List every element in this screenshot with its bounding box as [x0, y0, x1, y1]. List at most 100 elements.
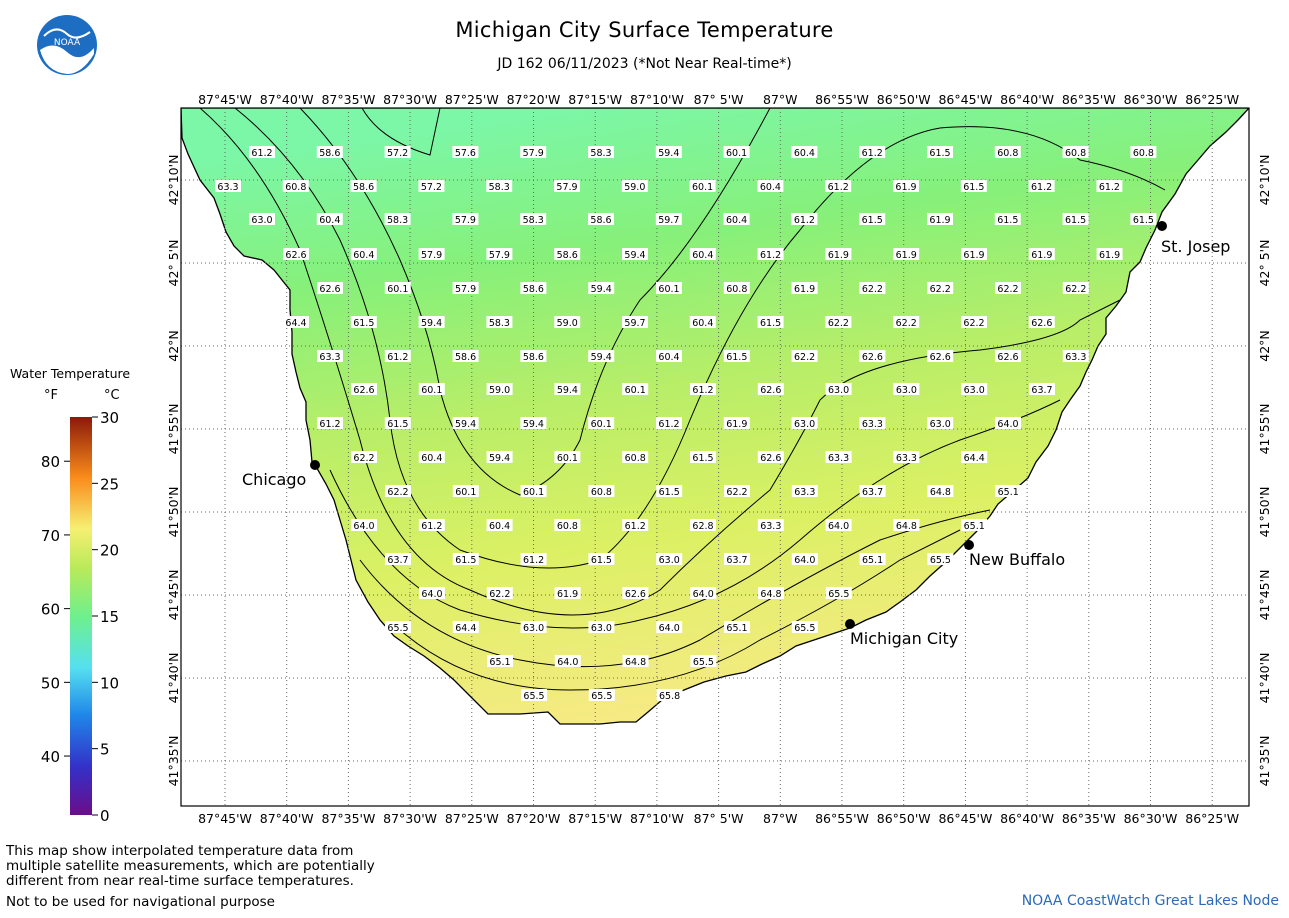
temp-label: 63.0	[591, 623, 612, 634]
temp-label-bg	[622, 248, 648, 260]
footer-line-3: different from near real-time surface te…	[6, 873, 354, 889]
temp-label: 64.4	[285, 318, 306, 329]
temp-label-bg	[757, 316, 784, 328]
temp-label: 61.2	[692, 385, 713, 396]
temp-label-bg	[656, 417, 682, 429]
legend-unit-f: °F	[44, 388, 58, 403]
temp-label: 63.7	[862, 487, 883, 498]
temp-label: 59.4	[658, 148, 679, 159]
temp-label-bg	[893, 180, 919, 192]
temp-label: 61.5	[997, 215, 1018, 226]
temp-label: 62.2	[896, 318, 917, 329]
city-label: Chicago	[242, 470, 306, 489]
temp-label: 65.5	[828, 589, 849, 600]
temp-label-bg	[927, 213, 953, 225]
temp-label: 65.8	[659, 691, 680, 702]
colorbar	[70, 417, 92, 815]
temp-label-bg	[521, 689, 547, 701]
lon-label-top: 87°20'W	[507, 92, 561, 107]
temp-label: 62.2	[862, 284, 883, 295]
map-title: Michigan City Surface Temperature	[455, 18, 834, 42]
temp-label: 63.3	[794, 487, 815, 498]
temp-label: 61.5	[1065, 215, 1086, 226]
temp-label: 64.0	[794, 555, 815, 566]
temp-label-bg	[418, 383, 445, 395]
lat-label-right: 42°10'N	[1257, 155, 1272, 206]
temp-label: 58.3	[523, 215, 544, 226]
temp-label: 62.2	[387, 487, 408, 498]
temp-label: 63.0	[523, 623, 544, 634]
temp-label: 64.8	[760, 589, 781, 600]
lon-label-bottom: 86°40'W	[1000, 811, 1054, 826]
temp-label-bg	[418, 180, 445, 192]
temp-label-bg	[351, 451, 377, 463]
map-subtitle: JD 162 06/11/2023 (*Not Near Real-time*)	[497, 56, 792, 72]
temp-label: 58.3	[590, 148, 611, 159]
temp-label: 63.7	[726, 555, 747, 566]
lon-label-top: 86°55'W	[815, 92, 869, 107]
temp-label: 60.4	[794, 148, 815, 159]
temp-label: 59.4	[557, 385, 578, 396]
temp-label: 61.5	[760, 318, 781, 329]
temp-label-bg	[825, 587, 852, 599]
temp-label: 65.5	[387, 623, 408, 634]
temp-label-bg	[520, 350, 547, 362]
temp-label: 62.2	[489, 589, 510, 600]
temp-label-bg	[588, 146, 614, 158]
temp-label: 60.8	[285, 182, 306, 193]
temp-label-bg	[927, 350, 954, 362]
temp-label: 60.1	[455, 487, 476, 498]
temp-label-bg	[588, 213, 614, 225]
credit-text: NOAA CoastWatch Great Lakes Node	[1021, 893, 1279, 909]
temp-label-bg	[757, 519, 784, 531]
temp-label: 61.2	[523, 555, 544, 566]
temp-label-bg	[995, 350, 1021, 362]
temp-label: 59.4	[591, 352, 612, 363]
colorbar-label-f: 50	[41, 674, 60, 692]
temp-label-bg	[621, 180, 648, 192]
temp-label-bg	[656, 553, 683, 565]
lat-label-right: 42° 5'N	[1257, 240, 1272, 287]
temp-label: 61.9	[828, 250, 849, 261]
lat-label-left: 41°45'N	[166, 570, 181, 621]
temp-label-bg	[690, 587, 717, 599]
temp-label-bg	[825, 383, 852, 395]
temp-label: 63.0	[251, 215, 272, 226]
temp-label-bg	[554, 451, 581, 463]
temp-label: 63.0	[930, 419, 951, 430]
temp-label-bg	[961, 316, 987, 328]
temp-label: 64.4	[964, 453, 985, 464]
temp-label-bg	[690, 655, 717, 667]
temp-label-bg	[1062, 350, 1089, 362]
lat-label-right: 41°50'N	[1257, 487, 1272, 538]
temp-label-bg	[520, 146, 547, 158]
lat-label-left: 41°35'N	[166, 736, 181, 787]
temp-label-bg	[452, 282, 479, 294]
temp-label-bg	[859, 485, 886, 497]
temp-label: 64.0	[693, 589, 714, 600]
temp-label-bg	[249, 213, 275, 225]
temp-label: 61.5	[862, 215, 883, 226]
temp-label-bg	[656, 689, 683, 701]
temp-label: 59.4	[455, 419, 476, 430]
temp-label: 60.4	[319, 215, 340, 226]
temp-label: 59.7	[658, 215, 679, 226]
temp-label-bg	[554, 383, 581, 395]
temp-label: 60.8	[591, 487, 612, 498]
lon-label-bottom: 86°30'W	[1124, 811, 1178, 826]
temp-label: 58.6	[523, 352, 544, 363]
temp-label: 65.1	[998, 487, 1019, 498]
temp-label-bg	[655, 146, 682, 158]
temp-label: 65.5	[591, 691, 612, 702]
temp-label: 62.6	[760, 453, 781, 464]
temp-label-bg	[927, 417, 954, 429]
temp-label-bg	[655, 213, 682, 225]
temp-label-bg	[317, 417, 343, 429]
temp-label-bg	[316, 213, 343, 225]
temp-label-bg	[384, 146, 411, 158]
city-label: St. Josep	[1161, 237, 1230, 256]
temp-label-bg	[825, 519, 852, 531]
temp-label-bg	[690, 519, 716, 531]
temp-label-bg	[419, 587, 445, 599]
temp-label-bg	[351, 519, 377, 531]
